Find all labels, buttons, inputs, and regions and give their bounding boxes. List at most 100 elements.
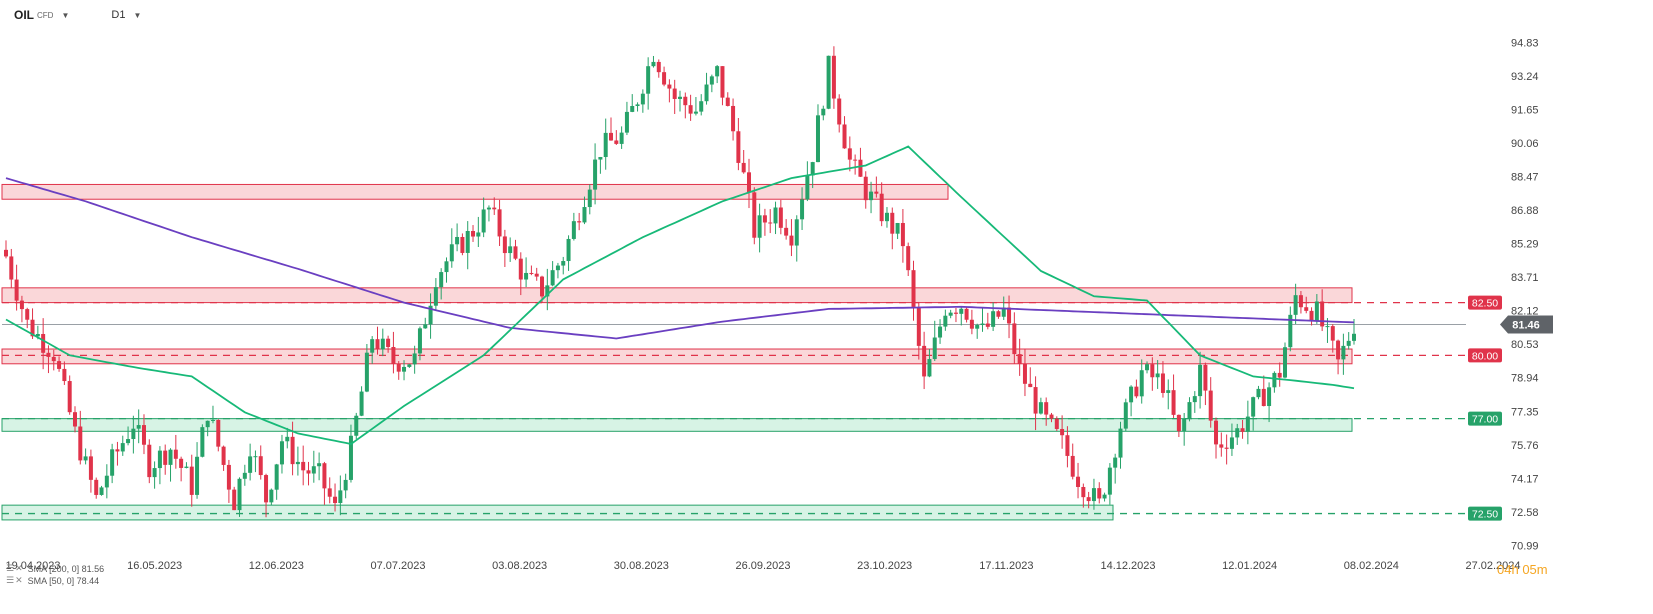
candle-body	[1198, 364, 1203, 397]
candle-body	[1229, 437, 1234, 449]
candle-body	[30, 319, 35, 337]
candle-body	[1346, 340, 1351, 346]
indicator-settings-icon[interactable]: ☰✕	[6, 563, 24, 573]
candle-body	[168, 449, 173, 465]
symbol-type-label: CFD	[37, 10, 54, 20]
candle-body	[879, 193, 884, 222]
level-tag	[1468, 506, 1502, 521]
candle-body	[481, 209, 486, 233]
candle-body	[863, 176, 868, 201]
x-tick-label: 30.08.2023	[614, 560, 669, 572]
chart-toolbar: OIL CFD ▼ D1 ▼	[14, 8, 141, 22]
indicator-settings-icon[interactable]: ☰✕	[6, 575, 24, 585]
level-tag	[1468, 411, 1502, 426]
zone-support[interactable]	[1, 504, 1114, 521]
y-axis-area[interactable]	[1500, 0, 1653, 614]
timeframe-label[interactable]: D1	[111, 9, 126, 21]
candle-body	[1192, 396, 1197, 403]
candle-body	[4, 249, 8, 257]
candle-body	[189, 466, 194, 495]
indicator-legend-sma200[interactable]: ☰✕ SMA [200, 0] 81.56	[6, 563, 104, 574]
level-tag-label: 82.50	[1472, 298, 1498, 310]
candle-body	[62, 368, 67, 382]
zone-resistance[interactable]	[1, 348, 1353, 365]
sma-50-line[interactable]	[5, 145, 1355, 445]
candle-body	[1245, 416, 1250, 432]
candle-body	[1007, 307, 1012, 324]
candle-body	[614, 140, 619, 144]
candle-body	[417, 328, 422, 354]
candle-body	[253, 456, 258, 458]
candle-body	[693, 111, 698, 114]
candle-body	[534, 273, 539, 277]
x-tick-label: 07.07.2023	[370, 560, 425, 572]
candle-body	[370, 339, 375, 353]
candle-body	[699, 101, 704, 112]
candle-body	[662, 72, 667, 85]
level-tag	[1468, 295, 1502, 310]
candle-body	[911, 270, 916, 307]
candle-body	[1309, 310, 1314, 321]
symbol-dropdown-chevron-down-icon[interactable]: ▼	[61, 10, 70, 20]
candle-body	[274, 464, 279, 490]
candle-body	[980, 323, 985, 326]
candle-body	[460, 236, 465, 253]
candle-body	[624, 111, 629, 133]
candle-body	[1001, 307, 1006, 317]
candle-body	[975, 325, 980, 329]
y-tick-label: 86.88	[1511, 205, 1539, 217]
candle-body	[104, 475, 109, 488]
candle-body	[295, 461, 300, 465]
candle-body	[179, 458, 184, 468]
zone-resistance[interactable]	[1, 183, 949, 200]
candle-body	[561, 261, 566, 266]
candle-body	[948, 312, 953, 316]
candle-body	[640, 93, 645, 105]
indicator-legend-sma50[interactable]: ☰✕ SMA [50, 0] 78.44	[6, 575, 99, 586]
candle-body	[285, 436, 290, 442]
x-tick-label: 16.05.2023	[127, 560, 182, 572]
indicator-label: SMA [50, 0] 78.44	[27, 575, 100, 586]
candle-body	[131, 428, 136, 440]
candle-body	[290, 436, 295, 465]
y-tick-label: 80.53	[1511, 339, 1539, 351]
symbol-label[interactable]: OIL	[14, 8, 34, 22]
candle-body	[396, 363, 401, 372]
candle-body	[778, 207, 783, 228]
candle-body	[210, 419, 215, 421]
candle-body	[237, 478, 242, 511]
candle-body	[1277, 372, 1282, 378]
candle-body	[1304, 307, 1309, 311]
timeframe-dropdown-chevron-down-icon[interactable]: ▼	[133, 10, 142, 20]
candle-body	[794, 219, 799, 246]
candle-body	[1139, 370, 1144, 397]
candle-body	[19, 300, 24, 310]
candle-body	[492, 207, 497, 210]
sma-200-line[interactable]	[5, 177, 1355, 340]
candle-body	[773, 207, 778, 224]
candle-body	[327, 488, 332, 497]
candle-body	[884, 212, 889, 222]
candle-body	[815, 115, 820, 163]
candle-body	[805, 175, 810, 200]
zone-support[interactable]	[1, 418, 1353, 432]
candle-body	[35, 333, 40, 337]
timer-hours: 04h	[1497, 562, 1519, 577]
candle-body	[412, 353, 417, 365]
candle-body	[529, 272, 534, 274]
candle-body	[858, 159, 863, 177]
candle-body	[269, 489, 274, 503]
candle-body	[1336, 340, 1341, 360]
candle-body	[672, 88, 677, 99]
candle-body	[762, 215, 767, 223]
candle-body	[157, 450, 162, 469]
zone-resistance[interactable]	[1, 287, 1353, 304]
candle-body	[959, 308, 964, 314]
candle-body	[927, 359, 932, 377]
candle-body	[226, 464, 231, 490]
x-tick-label: 12.01.2024	[1222, 560, 1277, 572]
candle-body	[656, 61, 661, 73]
candle-body	[1166, 390, 1171, 393]
candle-body	[831, 55, 836, 99]
